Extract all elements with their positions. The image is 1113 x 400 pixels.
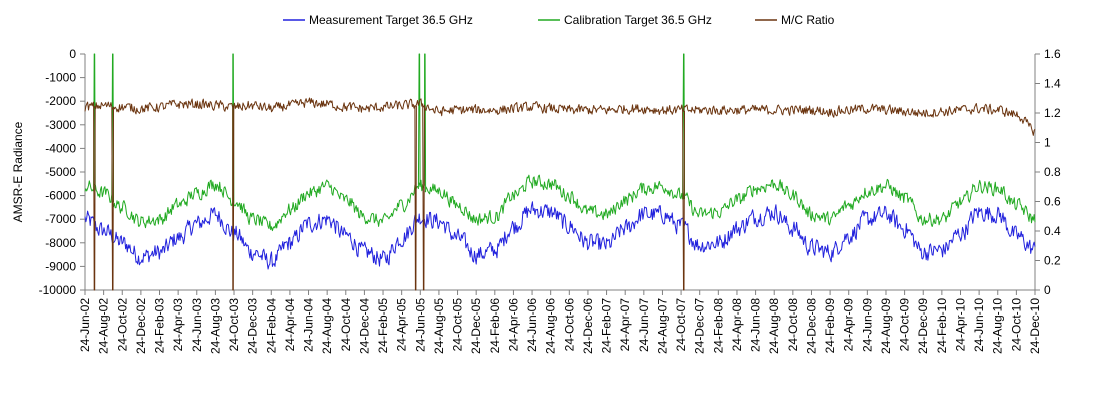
x-tick-label: 24-Dec-07 [693,298,707,354]
x-tick-label: 24-Jun-04 [302,298,316,352]
x-tick-label: 24-Aug-06 [544,298,558,354]
x-tick-label: 24-Feb-05 [376,298,390,354]
x-tick-label: 24-Feb-07 [600,298,614,354]
left-y-tick-label: 0 [69,47,76,61]
x-tick-label: 24-Feb-10 [935,298,949,354]
x-tick-label: 24-Aug-05 [432,298,446,354]
right-y-tick-label: 0.4 [1044,224,1061,238]
x-tick-label: 24-Dec-04 [357,298,371,354]
x-tick-label: 24-Apr-07 [618,298,632,352]
plot-area [84,53,1036,291]
x-tick-label: 24-Oct-08 [786,298,800,352]
x-axis: 24-Jun-02 24-Aug-02 24-Oct-02 24-Dec-02 24-F… [78,289,1042,354]
x-tick-label: 24-Oct-06 [562,298,576,352]
x-tick-label: 24-Jun-09 [860,298,874,352]
x-tick-label: 24-Feb-06 [488,298,502,354]
legend-label-2: M/C Ratio [781,13,835,27]
x-tick-label: 24-Feb-09 [823,298,837,354]
right-y-tick-label: 1.4 [1044,77,1061,91]
right-y-tick-label: 0 [1044,283,1051,297]
x-tick-label: 24-Dec-09 [916,298,930,354]
x-tick-label: 24-Apr-08 [730,298,744,352]
x-tick-label: 24-Apr-04 [283,298,297,352]
x-tick-label: 24-Apr-03 [171,298,185,352]
x-tick-label: 24-Apr-05 [395,298,409,352]
x-tick-label: 24-Aug-07 [655,298,669,354]
left-y-tick-label: -10000 [39,283,77,297]
x-tick-label: 24-Feb-04 [264,298,278,354]
x-tick-label: 24-Oct-03 [227,298,241,352]
right-y-tick-label: 0.8 [1044,165,1061,179]
left-y-tick-label: -9000 [45,259,76,273]
x-tick-label: 24-Jun-07 [637,298,651,352]
x-tick-label: 24-Aug-02 [97,298,111,354]
x-tick-label: 24-Jun-10 [972,298,986,352]
x-tick-label: 24-Aug-09 [879,298,893,354]
x-tick-label: 24-Oct-05 [451,298,465,352]
x-tick-label: 24-Aug-08 [767,298,781,354]
x-tick-label: 24-Jun-03 [190,298,204,352]
x-tick-label: 24-Oct-10 [1009,298,1023,352]
x-tick-label: 24-Jun-06 [525,298,539,352]
x-tick-label: 24-Jun-08 [749,298,763,352]
left-y-tick-label: -7000 [45,212,76,226]
x-tick-label: 24-Oct-07 [674,298,688,352]
right-y-axis: 1.6 1.4 1.2 1 0.8 0.6 0.4 0.2 0 [1034,47,1061,297]
x-tick-label: 24-Feb-08 [711,298,725,354]
x-tick-label: 24-Oct-09 [898,298,912,352]
x-tick-label: 24-Oct-04 [339,298,353,352]
x-tick-label: 24-Apr-09 [842,298,856,352]
series-line-1 [84,53,1036,232]
left-y-tick-label: -3000 [45,118,76,132]
y-axis-title: AMSR-E Radiance [11,121,25,222]
x-tick-label: 24-Dec-08 [804,298,818,354]
x-tick-label: 24-Dec-05 [469,298,483,354]
series-line-2 [84,97,1036,291]
left-y-tick-label: -6000 [45,189,76,203]
x-tick-label: 24-Apr-06 [506,298,520,352]
left-y-tick-label: -5000 [45,165,76,179]
series-line-0 [84,201,1036,270]
x-tick-label: 24-Aug-03 [208,298,222,354]
x-tick-label: 24-Aug-04 [320,298,334,354]
x-tick-label: 24-Oct-02 [115,298,129,352]
x-tick-label: 24-Apr-10 [953,298,967,352]
x-tick-label: 24-Dec-03 [246,298,260,354]
left-y-tick-label: -1000 [45,71,76,85]
x-tick-label: 24-Aug-10 [991,298,1005,354]
left-y-tick-label: -2000 [45,94,76,108]
left-y-tick-label: -4000 [45,141,76,155]
x-tick-label: 24-Jun-02 [78,298,92,352]
right-y-tick-label: 0.2 [1044,254,1061,268]
left-y-tick-label: -8000 [45,236,76,250]
legend: Measurement Target 36.5 GHz Calibration T… [283,13,835,27]
x-tick-label: 24-Dec-10 [1028,298,1042,354]
x-tick-label: 24-Feb-03 [153,298,167,354]
x-tick-label: 24-Dec-06 [581,298,595,354]
legend-label-0: Measurement Target 36.5 GHz [309,13,473,27]
right-y-tick-label: 1.2 [1044,106,1061,120]
x-tick-label: 24-Dec-02 [134,298,148,354]
right-y-tick-label: 0.6 [1044,195,1061,209]
right-y-tick-label: 1 [1044,136,1051,150]
right-y-tick-label: 1.6 [1044,47,1061,61]
x-tick-label: 24-Jun-05 [413,298,427,352]
left-y-axis: 0 -1000 -2000 -3000 -4000 -5000 -6000 -7000 -800… [39,47,86,297]
legend-label-1: Calibration Target 36.5 GHz [564,13,712,27]
